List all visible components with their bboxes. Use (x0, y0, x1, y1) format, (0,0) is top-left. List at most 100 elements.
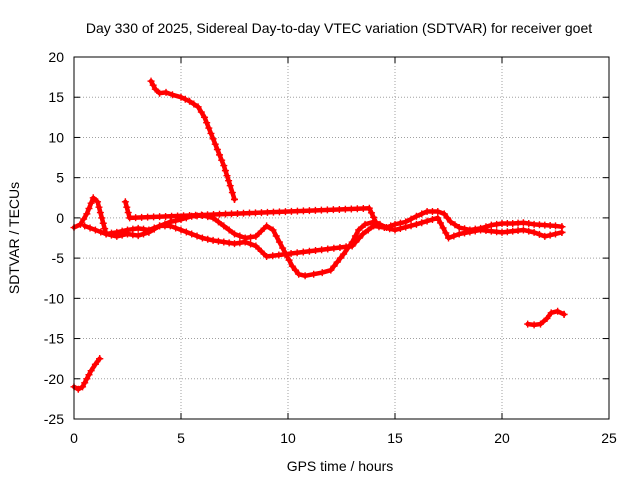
data-point (335, 205, 343, 213)
data-point (355, 234, 363, 242)
data-point (293, 249, 301, 257)
data-point (455, 230, 463, 238)
data-point (83, 375, 91, 383)
data-point (207, 129, 215, 137)
data-point (221, 167, 229, 175)
y-tick-label: 10 (48, 129, 64, 145)
data-point (347, 205, 355, 213)
data-point (554, 307, 562, 315)
data-point (222, 210, 230, 218)
data-point (124, 230, 131, 238)
y-tick-label: -25 (44, 411, 64, 427)
data-point (91, 360, 99, 368)
data-point (367, 209, 375, 217)
data-point (177, 226, 185, 234)
data-point (216, 210, 224, 218)
chart-title: Day 330 of 2025, Sidereal Day-to-day VTE… (86, 20, 592, 36)
data-point (81, 222, 89, 230)
data-point (359, 204, 367, 212)
data-point (288, 262, 296, 270)
data-point (519, 219, 527, 227)
data-point (86, 224, 94, 232)
data-point (231, 230, 238, 238)
data-point (252, 232, 260, 240)
data-point (305, 247, 313, 255)
data-point (81, 379, 89, 387)
data-point (134, 224, 142, 232)
data-point (336, 254, 344, 262)
data-point (197, 108, 205, 116)
data-point (439, 224, 447, 232)
data-point (365, 204, 373, 212)
data-point (287, 207, 295, 215)
data-point (174, 212, 182, 220)
data-point (140, 230, 148, 238)
data-point (299, 248, 307, 256)
data-point (519, 226, 527, 234)
data-point (156, 213, 164, 221)
data-point (102, 230, 110, 238)
data-point (247, 240, 255, 248)
data-point (186, 211, 194, 219)
data-point (172, 224, 180, 232)
data-point (340, 250, 348, 258)
data-point (361, 220, 369, 228)
data-point (186, 97, 194, 105)
data-point (327, 266, 335, 274)
data-point (263, 253, 271, 261)
data-point (76, 220, 84, 228)
data-point (541, 232, 549, 240)
data-point (372, 218, 380, 226)
data-point (118, 231, 126, 239)
data-point (447, 218, 455, 226)
data-point (150, 213, 158, 221)
x-axis-ticks: 0 5 10 15 20 25 (70, 57, 617, 446)
data-point (407, 222, 415, 230)
data-point (214, 218, 222, 226)
data-point (188, 230, 196, 238)
data-point (436, 219, 444, 227)
data-point (442, 229, 450, 237)
data-point (525, 220, 533, 228)
data-point (272, 232, 280, 240)
data-point (342, 243, 350, 251)
x-axis-label: GPS time / hours (287, 458, 394, 474)
data-point (209, 135, 217, 143)
data-point (209, 236, 217, 244)
data-point (94, 198, 102, 206)
data-point (236, 239, 244, 247)
data-point (434, 207, 442, 215)
data-point (149, 81, 157, 89)
data-point (181, 95, 189, 103)
data-point (312, 247, 320, 255)
series-segment-main-upper (70, 194, 566, 280)
data-point (330, 262, 338, 270)
data-point (107, 231, 115, 239)
data-point (440, 210, 448, 218)
y-axis-label: SDTVAR / TECUs (6, 182, 22, 294)
data-point (391, 226, 399, 234)
data-point (213, 146, 221, 154)
data-point (182, 228, 190, 236)
data-point (218, 156, 226, 164)
data-point (99, 219, 107, 227)
data-point (138, 213, 146, 221)
data-point (287, 250, 295, 258)
data-point (198, 234, 206, 242)
data-point (434, 214, 442, 222)
data-point (79, 383, 87, 391)
x-tick-label: 5 (177, 430, 185, 446)
y-tick-label: 0 (56, 210, 64, 226)
data-point (198, 211, 206, 219)
data-point (150, 225, 158, 233)
data-point (245, 209, 253, 217)
data-point (317, 206, 325, 214)
data-point (423, 217, 431, 225)
data-point (348, 242, 356, 250)
data-point (247, 233, 255, 241)
series-segment-early-negative (70, 355, 104, 393)
series-segment-late-negative (524, 307, 568, 329)
data-point (147, 77, 155, 85)
data-point (530, 321, 538, 329)
